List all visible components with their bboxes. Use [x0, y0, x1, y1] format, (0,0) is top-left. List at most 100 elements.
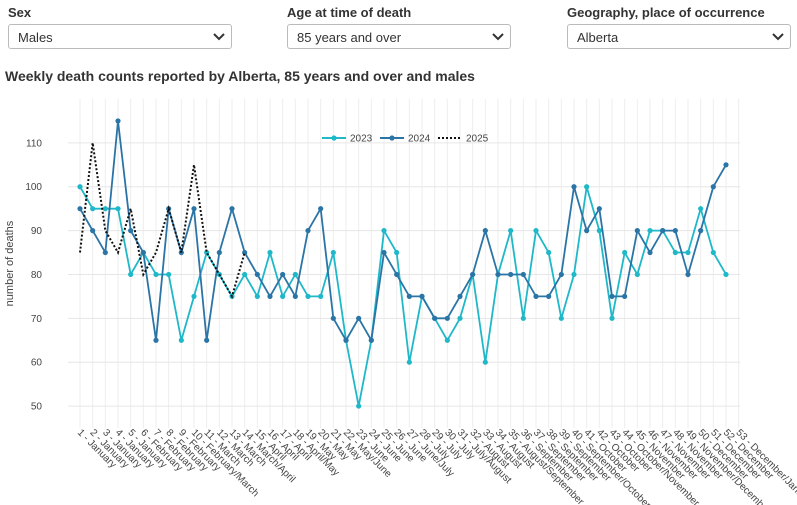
y-axis-label: number of deaths — [4, 220, 16, 306]
point — [254, 293, 260, 299]
point — [267, 249, 273, 256]
dropdown[interactable]: Males — [8, 24, 232, 49]
series-line — [79, 186, 727, 407]
point — [254, 271, 260, 278]
point — [596, 228, 602, 234]
point — [280, 271, 286, 278]
y-tick-label: 90 — [31, 226, 43, 237]
point — [77, 206, 83, 212]
point — [457, 315, 463, 321]
point — [330, 249, 336, 256]
point — [115, 118, 121, 124]
legend-label: 2023 — [350, 134, 373, 145]
point — [647, 228, 653, 234]
point — [140, 249, 146, 256]
point — [128, 271, 134, 278]
point — [90, 228, 96, 234]
point — [128, 228, 134, 234]
legend-label: 2025 — [466, 134, 489, 145]
point — [178, 337, 184, 343]
point — [90, 206, 96, 212]
point — [229, 206, 235, 212]
point — [698, 206, 704, 212]
point — [520, 315, 526, 321]
point — [394, 249, 400, 256]
point — [356, 403, 362, 409]
sex-control: Sex Males — [8, 4, 232, 49]
point — [508, 271, 514, 278]
point — [318, 206, 324, 212]
point — [292, 293, 298, 299]
point — [343, 337, 349, 343]
point — [723, 271, 729, 278]
point — [647, 249, 653, 256]
point — [685, 271, 691, 278]
point — [305, 228, 311, 234]
point — [508, 228, 514, 234]
point — [685, 249, 691, 256]
point — [432, 315, 438, 321]
point — [660, 228, 666, 234]
point — [672, 228, 678, 234]
point — [457, 293, 463, 299]
point — [470, 271, 476, 278]
y-tick-label: 100 — [25, 182, 42, 193]
series-line — [79, 120, 727, 343]
point — [406, 293, 412, 299]
point — [406, 359, 412, 365]
dropdown[interactable]: Alberta — [567, 24, 791, 49]
point — [318, 293, 324, 299]
chevron — [492, 33, 504, 41]
chevron — [213, 33, 225, 41]
point — [368, 337, 374, 343]
y-tick-label: 110 — [26, 138, 42, 149]
point — [381, 249, 387, 256]
dropdown[interactable]: 85 years and over — [287, 24, 511, 49]
point — [204, 337, 210, 343]
point — [444, 337, 450, 343]
point — [558, 315, 564, 321]
legend-label: 2024 — [408, 134, 431, 145]
point — [495, 271, 501, 278]
point — [609, 293, 615, 299]
series-line — [79, 142, 246, 299]
point — [280, 293, 286, 299]
point — [419, 293, 425, 299]
point — [546, 293, 552, 299]
point — [698, 228, 704, 234]
point — [305, 293, 311, 299]
control-label: Age at time of death — [287, 5, 412, 20]
chart-title: Weekly death counts reported by Alberta,… — [5, 68, 475, 84]
point — [77, 184, 83, 190]
point — [546, 249, 552, 256]
y-tick-label: 60 — [31, 358, 43, 369]
control-label: Sex — [8, 5, 32, 20]
point — [102, 206, 108, 212]
point — [381, 228, 387, 234]
point — [292, 271, 298, 278]
point — [520, 271, 526, 278]
dropdown-value: Males — [18, 30, 53, 45]
point — [115, 206, 121, 212]
y-tick-label: 70 — [31, 314, 43, 325]
point — [166, 271, 172, 278]
point — [153, 271, 159, 278]
point — [482, 359, 488, 365]
point — [584, 184, 590, 190]
dropdown-value: 85 years and over — [297, 30, 402, 45]
age-control: Age at time of death 85 years and over — [287, 4, 511, 49]
point — [634, 228, 640, 234]
point — [634, 271, 640, 278]
control-label: Geography, place of occurrence — [567, 5, 765, 20]
point — [191, 293, 197, 299]
point — [710, 249, 716, 256]
legend-marker — [389, 135, 395, 141]
point — [153, 337, 159, 343]
point — [482, 228, 488, 234]
y-tick-label: 50 — [31, 402, 43, 413]
point — [672, 249, 678, 256]
point — [710, 184, 716, 190]
point — [330, 315, 336, 321]
